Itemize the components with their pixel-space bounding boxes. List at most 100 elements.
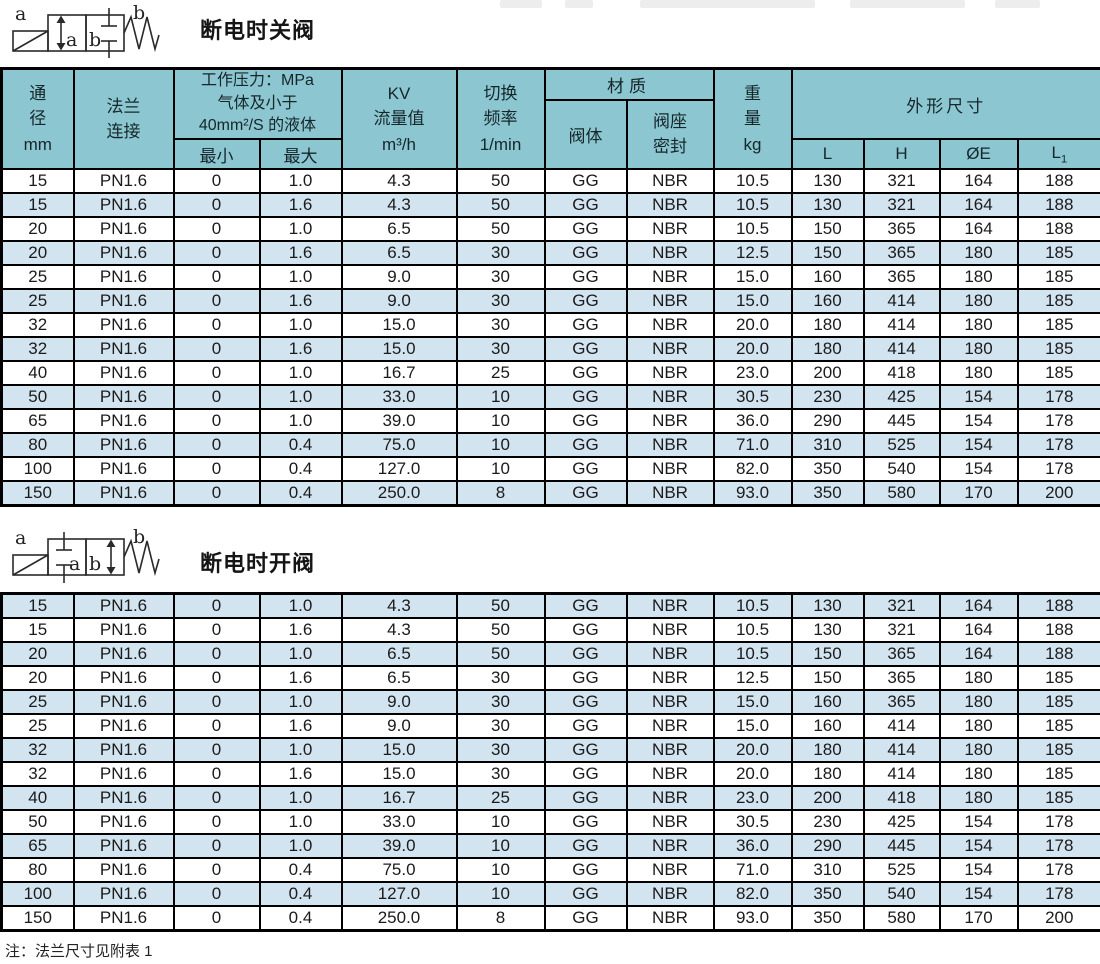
table-cell: 1.0 bbox=[258, 264, 343, 291]
table-cell: 1.6 bbox=[258, 713, 343, 739]
table-cell: 25 bbox=[0, 713, 75, 739]
table-cell: 180 bbox=[790, 312, 865, 339]
table-cell: PN1.6 bbox=[72, 264, 175, 291]
table-cell: 100 bbox=[0, 456, 75, 483]
table-cell: NBR bbox=[625, 360, 715, 387]
table-cell: 15 bbox=[0, 192, 75, 219]
table-cell: 188 bbox=[1016, 216, 1100, 243]
table-cell: PN1.6 bbox=[72, 713, 175, 739]
table-row: 15 PN1.6 0 1.6 4.3 50 GG NBR 10.5 130 321 164 188 bbox=[0, 617, 1100, 643]
table-cell: 180 bbox=[938, 665, 1019, 691]
header-line: 频率 bbox=[483, 109, 518, 129]
table-row: 15 PN1.6 0 1.6 4.3 50 GG NBR 10.5 130 321 164 188 bbox=[0, 192, 1100, 219]
table-row: 25 PN1.6 0 1.0 9.0 30 GG NBR 15.0 160 365 180 185 bbox=[0, 689, 1100, 715]
table-cell: 10 bbox=[455, 384, 546, 411]
table-cell: 414 bbox=[862, 288, 941, 315]
table-cell: 0 bbox=[172, 432, 261, 459]
table-cell: PN1.6 bbox=[72, 857, 175, 883]
table-cell: 130 bbox=[790, 192, 865, 219]
table-cell: PN1.6 bbox=[72, 665, 175, 691]
table-cell: 290 bbox=[790, 833, 865, 859]
table-cell: 30.5 bbox=[712, 809, 793, 835]
col-header-seat-seal: 阀座 密封 bbox=[625, 98, 715, 171]
table-cell: 1.0 bbox=[258, 785, 343, 811]
table-cell: 1.0 bbox=[258, 809, 343, 835]
table-cell: 130 bbox=[790, 617, 865, 643]
table-row: 20 PN1.6 0 1.6 6.5 30 GG NBR 12.5 150 365 180 185 bbox=[0, 240, 1100, 267]
table-cell: 185 bbox=[1016, 240, 1100, 267]
table-cell: 12.5 bbox=[712, 665, 793, 691]
table-cell: 82.0 bbox=[712, 881, 793, 907]
table-cell: 9.0 bbox=[340, 689, 458, 715]
table-cell: 154 bbox=[938, 384, 1019, 411]
table-cell: 164 bbox=[938, 641, 1019, 667]
table-cell: 32 bbox=[0, 336, 75, 363]
table-cell: PN1.6 bbox=[72, 480, 175, 507]
header-line: KV bbox=[387, 83, 411, 103]
header-line: mm bbox=[23, 134, 52, 154]
table-cell: 414 bbox=[862, 737, 941, 763]
table-cell: 0 bbox=[172, 264, 261, 291]
table-cell: 100 bbox=[0, 881, 75, 907]
table-cell: 418 bbox=[862, 360, 941, 387]
table-cell: NBR bbox=[625, 264, 715, 291]
table-cell: 150 bbox=[0, 480, 75, 507]
port-a-label: a bbox=[15, 3, 26, 25]
table-cell: 310 bbox=[790, 432, 865, 459]
table-row: 25 PN1.6 0 1.0 9.0 30 GG NBR 15.0 160 365 180 185 bbox=[0, 264, 1100, 291]
header-line: 40mm²/S 的液体 bbox=[198, 117, 317, 135]
table-cell: NBR bbox=[625, 761, 715, 787]
table-cell: 185 bbox=[1016, 785, 1100, 811]
table-cell: 180 bbox=[938, 336, 1019, 363]
table-cell: PN1.6 bbox=[72, 809, 175, 835]
table-cell: PN1.6 bbox=[72, 881, 175, 907]
table-row: 150 PN1.6 0 0.4 250.0 8 GG NBR 93.0 350 580 170 200 bbox=[0, 905, 1100, 932]
table-cell: 1.6 bbox=[258, 288, 343, 315]
table-cell: 365 bbox=[862, 689, 941, 715]
table-cell: 16.7 bbox=[340, 785, 458, 811]
table-cell: NBR bbox=[625, 168, 715, 195]
table-cell: 365 bbox=[862, 240, 941, 267]
table-cell: 0 bbox=[172, 592, 261, 619]
table-cell: 12.5 bbox=[712, 240, 793, 267]
footnote: 注：法兰尺寸见附表 1 bbox=[5, 943, 153, 960]
table-cell: GG bbox=[543, 312, 628, 339]
table-cell: 150 bbox=[790, 641, 865, 667]
table-cell: 20.0 bbox=[712, 312, 793, 339]
table-cell: 0 bbox=[172, 689, 261, 715]
table-cell: 15.0 bbox=[340, 761, 458, 787]
table-cell: 36.0 bbox=[712, 833, 793, 859]
table-cell: 188 bbox=[1016, 617, 1100, 643]
table-row: 25 PN1.6 0 1.6 9.0 30 GG NBR 15.0 160 414 180 185 bbox=[0, 288, 1100, 315]
table-cell: 130 bbox=[790, 592, 865, 619]
table-cell: 154 bbox=[938, 881, 1019, 907]
table-row: 32 PN1.6 0 1.0 15.0 30 GG NBR 20.0 180 414 180 185 bbox=[0, 737, 1100, 763]
table-cell: 33.0 bbox=[340, 809, 458, 835]
table-cell: 185 bbox=[1016, 312, 1100, 339]
port-b-label: b bbox=[133, 527, 145, 548]
table-cell: PN1.6 bbox=[72, 432, 175, 459]
table-cell: 445 bbox=[862, 833, 941, 859]
table-cell: 0 bbox=[172, 713, 261, 739]
table-cell: 10 bbox=[455, 456, 546, 483]
table-cell: 150 bbox=[790, 240, 865, 267]
table-cell: 82.0 bbox=[712, 456, 793, 483]
header-line: 1/min bbox=[479, 134, 522, 154]
table-cell: 180 bbox=[938, 761, 1019, 787]
table-cell: 230 bbox=[790, 384, 865, 411]
table-cell: 40 bbox=[0, 360, 75, 387]
table-cell: 15.0 bbox=[712, 713, 793, 739]
table-cell: NBR bbox=[625, 384, 715, 411]
table-cell: 36.0 bbox=[712, 408, 793, 435]
table-cell: 0 bbox=[172, 761, 261, 787]
table-cell: PN1.6 bbox=[72, 240, 175, 267]
table-row: 25 PN1.6 0 1.6 9.0 30 GG NBR 15.0 160 414 180 185 bbox=[0, 713, 1100, 739]
table-cell: 10.5 bbox=[712, 592, 793, 619]
table-cell: 0.4 bbox=[258, 480, 343, 507]
table-cell: 350 bbox=[790, 480, 865, 507]
table-cell: 1.6 bbox=[258, 617, 343, 643]
table-cell: 414 bbox=[862, 336, 941, 363]
table-cell: NBR bbox=[625, 713, 715, 739]
table-cell: 32 bbox=[0, 312, 75, 339]
table-cell: 20 bbox=[0, 216, 75, 243]
